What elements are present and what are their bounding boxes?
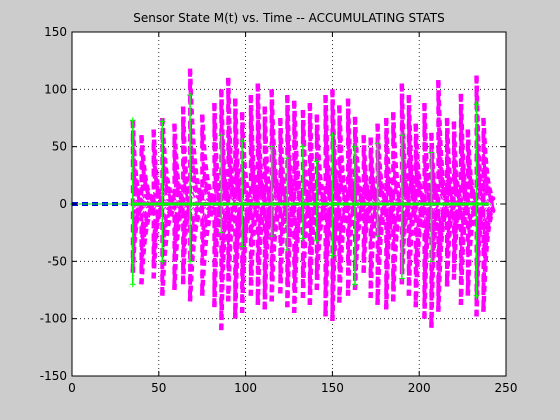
- y-tick-label: 100: [44, 82, 67, 96]
- x-tick-label: 0: [68, 381, 76, 395]
- x-tick-label: 50: [151, 381, 166, 395]
- y-tick-label: 50: [52, 140, 67, 154]
- x-tick-label: 250: [495, 381, 518, 395]
- y-tick-label: 0: [59, 197, 67, 211]
- chart-title: Sensor State M(t) vs. Time -- ACCUMULATI…: [133, 11, 445, 25]
- y-tick-label: -150: [40, 369, 67, 383]
- y-tick-label: -100: [40, 312, 67, 326]
- x-tick-label: 100: [234, 381, 257, 395]
- y-tick-label: 150: [44, 25, 67, 39]
- x-tick-label: 200: [408, 381, 431, 395]
- y-tick-label: -50: [47, 254, 67, 268]
- x-tick-label: 150: [321, 381, 344, 395]
